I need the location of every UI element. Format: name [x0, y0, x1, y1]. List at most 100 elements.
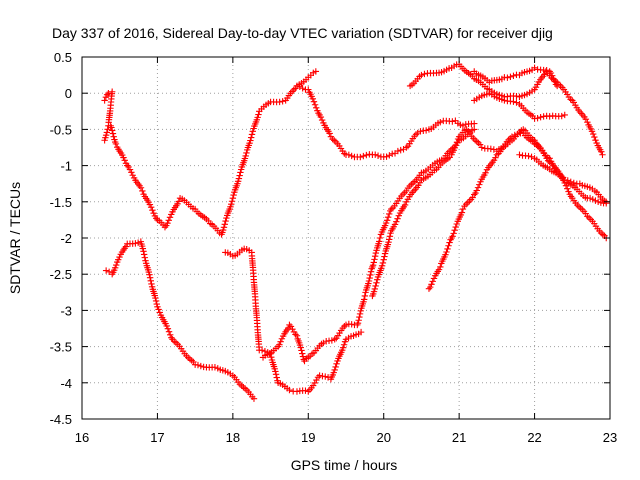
series-6-point: [561, 111, 568, 119]
series-2-point: [229, 194, 237, 202]
series-7-point: [330, 369, 337, 376]
series-1-point: [146, 271, 153, 278]
series-3-point: [437, 118, 444, 126]
series-10-point: [451, 227, 458, 234]
series-12-point: [103, 129, 111, 136]
series-8-point: [386, 210, 393, 218]
series-8-point: [471, 126, 478, 133]
series-2-point: [247, 134, 255, 141]
series-8-point: [370, 259, 377, 266]
series-2-point: [228, 200, 235, 208]
axis-ticks: 16 17 18 19 20 21 22 23 0.5 0 -0.5 -1 -1.5 -2 -2.5 -3 -3…: [50, 50, 618, 445]
series-8-point: [367, 268, 375, 275]
series-9-point: [473, 138, 480, 145]
x-tick-label: 20: [376, 430, 390, 445]
series-3-point: [309, 95, 317, 103]
y-tick-label: -2: [60, 231, 72, 246]
series-3-point: [331, 137, 338, 144]
series-9-point: [393, 218, 400, 225]
series-8-point: [289, 325, 296, 333]
series-8-point: [403, 187, 410, 195]
series-2-point: [175, 198, 182, 205]
series-2-point: [110, 133, 117, 140]
series-1-point: [146, 274, 154, 281]
series-10-point: [514, 130, 521, 138]
series-12-point: [101, 97, 108, 104]
series-5-point: [546, 68, 553, 75]
series-1-point: [102, 267, 110, 274]
grid: [82, 57, 610, 419]
series-8-point: [299, 353, 307, 360]
series-10-point: [464, 199, 471, 206]
series-9-point: [586, 194, 594, 202]
series-8-point: [278, 335, 286, 342]
series-10-point: [427, 283, 434, 291]
series-4-point: [418, 71, 425, 79]
series-8-point: [328, 337, 336, 344]
series-5-point: [552, 81, 560, 88]
x-tick-label: 21: [452, 430, 466, 445]
series-2-point: [126, 166, 134, 173]
series-10-point: [437, 263, 444, 271]
series-4-point: [598, 148, 605, 155]
series-9-point: [373, 279, 380, 286]
chart-title: Day 337 of 2016, Sidereal Day-to-day VTE…: [52, 25, 553, 41]
series-10-point: [564, 185, 571, 192]
series-9-point: [391, 221, 399, 228]
series-8-point: [342, 321, 350, 329]
series-10-point: [473, 187, 480, 194]
series-3-point: [310, 98, 318, 105]
series-1-point: [148, 280, 155, 288]
series-2-point: [235, 175, 243, 182]
series-4-point: [588, 128, 596, 135]
series-9-point: [453, 138, 461, 146]
series-10-point: [577, 204, 584, 212]
series-7-point: [339, 344, 347, 351]
series-2-point: [290, 86, 297, 94]
series-10-point: [511, 131, 518, 139]
series-1-point: [132, 240, 139, 247]
series-8-point: [356, 313, 363, 321]
series-7-point: [322, 373, 329, 380]
series-1-point: [141, 254, 149, 261]
series-8-point: [401, 189, 408, 196]
series-3-point: [471, 120, 478, 127]
series-2-point: [161, 223, 169, 231]
series-2-point: [164, 219, 171, 227]
series-1-point: [122, 243, 130, 250]
series-9-point: [410, 187, 418, 195]
series-1-point: [155, 306, 162, 313]
series-2-point: [242, 152, 249, 160]
series-4-point: [589, 130, 597, 138]
series-8-point: [276, 341, 283, 348]
series-2-point: [128, 169, 135, 176]
series-8-point: [365, 277, 373, 285]
series-10-point: [482, 169, 489, 177]
series-2-point: [147, 204, 155, 211]
series-6-point: [534, 115, 541, 122]
series-2-point: [137, 184, 145, 191]
series-10-point: [425, 285, 433, 292]
series-6-point: [501, 97, 508, 104]
x-tick-label: 16: [75, 430, 89, 445]
series-2-point: [222, 217, 229, 225]
series-4-point: [592, 136, 599, 144]
series-10-point: [575, 203, 583, 210]
series-3-point: [348, 152, 355, 160]
series-8-point: [366, 274, 373, 282]
data-points: [101, 61, 610, 402]
series-2-point: [248, 131, 256, 138]
series-8-point: [298, 347, 305, 354]
series-9-point: [379, 259, 387, 267]
series-7-point: [332, 363, 339, 371]
series-3-point: [313, 104, 320, 112]
y-tick-label: 0.5: [54, 50, 72, 65]
series-8-point: [292, 331, 299, 338]
series-9-point: [394, 215, 401, 222]
series-3-point: [459, 122, 467, 129]
series-8-point: [356, 310, 364, 318]
series-4-point: [513, 92, 520, 100]
y-tick-label: -1.5: [50, 195, 72, 210]
series-5-point: [550, 75, 557, 82]
